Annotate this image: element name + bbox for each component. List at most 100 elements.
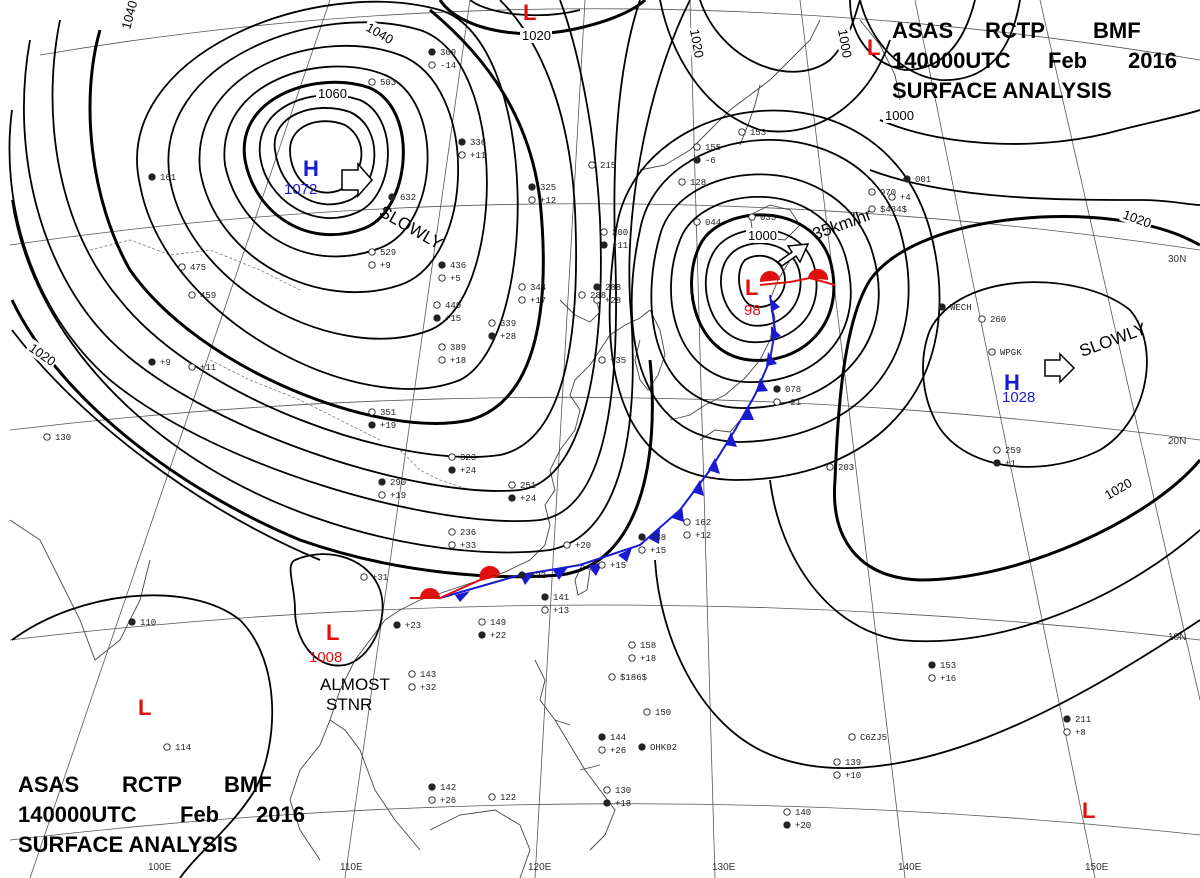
isobar-1012-south bbox=[654, 559, 1200, 769]
station-marker bbox=[868, 205, 876, 213]
isobar-1048 bbox=[167, 21, 488, 340]
isobar-1008-ne bbox=[859, 0, 1021, 81]
station-marker bbox=[433, 314, 441, 322]
lat-label-20n: 20N bbox=[1168, 436, 1186, 447]
isobar-1072-ring1 bbox=[289, 120, 363, 194]
station-marker bbox=[448, 453, 456, 461]
station-value: +4 bbox=[900, 193, 911, 203]
station-marker bbox=[368, 408, 376, 416]
isobar-1012-japan bbox=[630, 139, 910, 443]
isobar-1012-e bbox=[879, 109, 1200, 145]
station-marker bbox=[608, 673, 616, 681]
station-marker bbox=[388, 193, 396, 201]
high-symbol-pacific: H bbox=[1004, 370, 1020, 395]
coast-philippines bbox=[534, 659, 616, 851]
station-marker bbox=[600, 241, 608, 249]
station-value: 200 bbox=[612, 228, 628, 238]
station-marker bbox=[638, 546, 646, 554]
station-value: 139 bbox=[845, 758, 861, 768]
station-marker bbox=[563, 541, 571, 549]
isobar-label-1000-japan: 1000 bbox=[748, 228, 777, 243]
station-value: 336 bbox=[470, 138, 486, 148]
station-value: 158 bbox=[640, 641, 656, 651]
station-value: 001 bbox=[915, 175, 931, 185]
station-value: +11 bbox=[612, 241, 628, 251]
station-marker bbox=[178, 263, 186, 271]
lon-line-110e bbox=[344, 0, 471, 878]
station-value: +15 bbox=[445, 314, 461, 324]
isobar-1024 bbox=[11, 0, 691, 554]
warm-front-japan-line bbox=[759, 276, 836, 286]
warm-front-semicircle-1 bbox=[420, 588, 440, 598]
isobar-1052 bbox=[198, 44, 459, 294]
station-marker bbox=[163, 743, 171, 751]
lon-label-110e: 110E bbox=[340, 862, 363, 873]
station-value: +26 bbox=[440, 796, 456, 806]
station-value: +20 bbox=[575, 541, 591, 551]
station-value: 078 bbox=[785, 385, 801, 395]
station-value: WECH bbox=[950, 303, 972, 313]
pressure-centers: H 1072 H 1028 L 98 L 1008 L L L L bbox=[138, 0, 1095, 823]
station-value: $434$ bbox=[880, 205, 908, 215]
station-value: +8 bbox=[1075, 728, 1086, 738]
header-bottom-left: ASAS RCTP BMF 140000UTC Feb 2016 SURFACE… bbox=[18, 772, 305, 857]
station-marker bbox=[448, 466, 456, 474]
station-marker bbox=[638, 743, 646, 751]
lat-line-40n bbox=[39, 8, 1200, 61]
isobar-1044 bbox=[136, 1, 519, 390]
station-marker bbox=[600, 228, 608, 236]
lon-label-100e: 100E bbox=[148, 862, 172, 873]
station-value: 309 bbox=[440, 48, 456, 58]
station-marker bbox=[773, 398, 781, 406]
lat-line-20n bbox=[9, 396, 1200, 441]
station-marker bbox=[448, 541, 456, 549]
station-marker bbox=[1063, 715, 1071, 723]
station-marker bbox=[848, 733, 856, 741]
header-top-year: 2016 bbox=[1128, 48, 1177, 73]
coast-japan bbox=[669, 244, 801, 441]
station-value: +18 bbox=[615, 799, 631, 809]
station-value: 251 bbox=[520, 481, 536, 491]
high-value-siberia: 1072 bbox=[284, 181, 317, 198]
cold-front-triangles bbox=[455, 298, 781, 602]
station-marker bbox=[188, 291, 196, 299]
station-value: 970 bbox=[880, 188, 896, 198]
station-marker bbox=[458, 151, 466, 159]
station-value: 138 bbox=[650, 533, 666, 543]
station-value: 141 bbox=[553, 593, 569, 603]
header-bottom-month: Feb bbox=[180, 802, 219, 827]
station-value: 203 bbox=[838, 463, 854, 473]
station-value: 044 bbox=[705, 218, 721, 228]
station-marker bbox=[378, 491, 386, 499]
station-marker bbox=[638, 533, 646, 541]
station-marker bbox=[993, 446, 1001, 454]
station-marker bbox=[428, 796, 436, 804]
isobar-1024-pacific bbox=[922, 281, 1148, 468]
station-marker bbox=[603, 786, 611, 794]
isobar-1008 bbox=[650, 173, 880, 409]
station-value: 529 bbox=[380, 248, 396, 258]
station-value: -21 bbox=[785, 398, 801, 408]
low-value-japan: 98 bbox=[744, 302, 761, 319]
isobar-1032 bbox=[23, 0, 602, 492]
station-value: 142 bbox=[440, 783, 456, 793]
station-value: +23 bbox=[405, 621, 421, 631]
station-marker bbox=[488, 332, 496, 340]
station-marker bbox=[428, 48, 436, 56]
station-value: +24 bbox=[460, 466, 476, 476]
coast-bohai bbox=[559, 297, 601, 323]
station-marker bbox=[683, 518, 691, 526]
station-marker bbox=[783, 808, 791, 816]
station-value: $186$ bbox=[620, 673, 648, 683]
station-value: 260 bbox=[990, 315, 1006, 325]
station-marker bbox=[393, 621, 401, 629]
lon-line-160e bbox=[1039, 0, 1200, 701]
station-value: +17 bbox=[530, 296, 546, 306]
station-marker bbox=[518, 296, 526, 304]
arrow-japan-low bbox=[776, 243, 810, 267]
station-value: +22 bbox=[490, 631, 506, 641]
isobar-label-1020-top: 1020 bbox=[522, 28, 551, 43]
station-value: +18 bbox=[640, 654, 656, 664]
station-value: 459 bbox=[200, 291, 216, 301]
low-symbol-ne: L bbox=[867, 35, 880, 60]
